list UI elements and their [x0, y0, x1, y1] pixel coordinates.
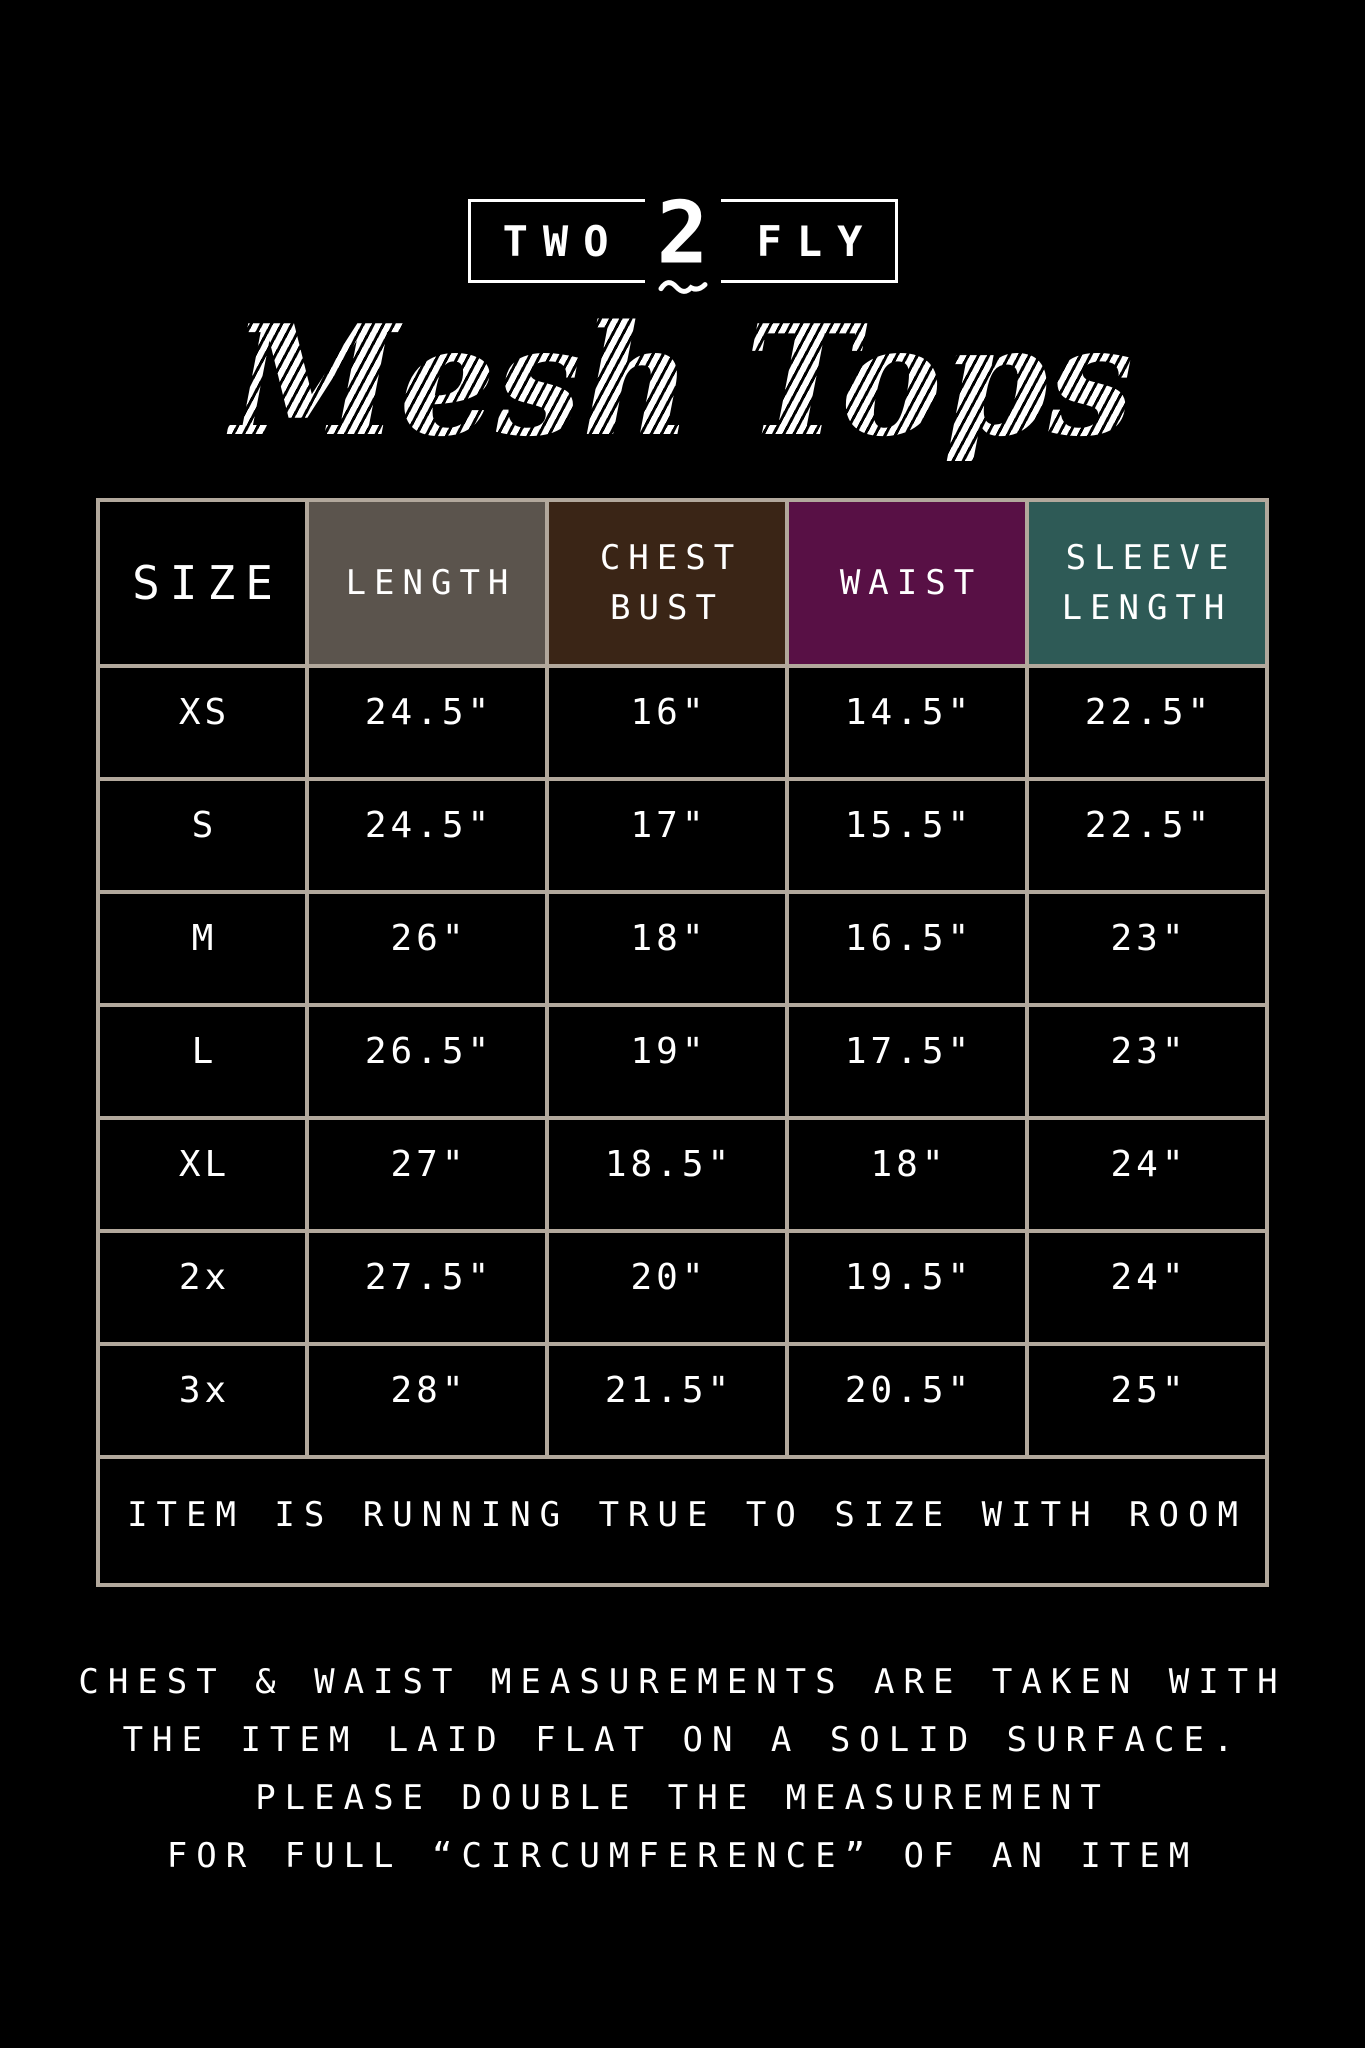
row-l: L 26.5" 19" 17.5" 23" [96, 1002, 1269, 1120]
chest-cell: 20" [545, 1228, 789, 1346]
size-cell: M [96, 889, 309, 1007]
size-cell: 3x [96, 1341, 309, 1459]
length-cell: 27" [305, 1115, 549, 1233]
size-cell: L [96, 1002, 309, 1120]
sleeve-cell: 23" [1025, 1002, 1269, 1120]
waist-cell: 20.5" [785, 1341, 1029, 1459]
waist-cell: 14.5" [785, 663, 1029, 781]
length-cell: 24.5" [305, 776, 549, 894]
chest-cell: 17" [545, 776, 789, 894]
chest-cell: 18" [545, 889, 789, 1007]
row-xl: XL 27" 18.5" 18" 24" [96, 1115, 1269, 1233]
waist-cell: 17.5" [785, 1002, 1029, 1120]
sleeve-cell: 24" [1025, 1228, 1269, 1346]
sleeve-cell: 23" [1025, 889, 1269, 1007]
row-s: S 24.5" 17" 15.5" 22.5" [96, 776, 1269, 894]
header-chest-bust: CHEST BUST [545, 497, 789, 668]
logo-text-two: TWO [502, 216, 624, 266]
header-waist: WAIST [785, 497, 1029, 668]
length-cell: 26.5" [305, 1002, 549, 1120]
chest-cell: 18.5" [545, 1115, 789, 1233]
length-cell: 24.5" [305, 663, 549, 781]
wave-squiggle-icon [658, 280, 707, 295]
length-cell: 28" [305, 1341, 549, 1459]
row-3x: 3x 28" 21.5" 20.5" 25" [96, 1341, 1269, 1459]
sleeve-cell: 22.5" [1025, 663, 1269, 781]
sleeve-cell: 22.5" [1025, 776, 1269, 894]
logo-numeral-2: 2 [656, 183, 709, 284]
sleeve-cell: 24" [1025, 1115, 1269, 1233]
disclaimer-line: THE ITEM LAID FLAT ON A SOLID SURFACE. [122, 1719, 1243, 1760]
disclaimer-line: CHEST & WAIST MEASUREMENTS ARE TAKEN WIT… [78, 1661, 1287, 1702]
chest-cell: 19" [545, 1002, 789, 1120]
size-cell: XS [96, 663, 309, 781]
header-length: LENGTH [305, 497, 549, 668]
row-xs: XS 24.5" 16" 14.5" 22.5" [96, 663, 1269, 781]
row-2x: 2x 27.5" 20" 19.5" 24" [96, 1228, 1269, 1346]
logo-numeral-wrap: 2 [644, 183, 721, 298]
waist-cell: 16.5" [785, 889, 1029, 1007]
length-cell: 27.5" [305, 1228, 549, 1346]
measurement-disclaimer: CHEST & WAIST MEASUREMENTS ARE TAKEN WIT… [0, 1653, 1365, 1885]
waist-cell: 18" [785, 1115, 1029, 1233]
disclaimer-line: FOR FULL “CIRCUMFERENCE” OF AN ITEM [166, 1835, 1199, 1876]
chest-cell: 16" [545, 663, 789, 781]
header-row: SIZE LENGTH CHEST BUST WAIST SLEEVE LENG… [96, 497, 1269, 668]
waist-cell: 19.5" [785, 1228, 1029, 1346]
size-chart-table: SIZE LENGTH CHEST BUST WAIST SLEEVE LENG… [96, 497, 1269, 1587]
chest-cell: 21.5" [545, 1341, 789, 1459]
waist-cell: 15.5" [785, 776, 1029, 894]
row-m: M 26" 18" 16.5" 23" [96, 889, 1269, 1007]
header-size: SIZE [96, 497, 309, 668]
size-cell: XL [96, 1115, 309, 1233]
length-cell: 26" [305, 889, 549, 1007]
disclaimer-line: PLEASE DOUBLE THE MEASUREMENT [255, 1777, 1110, 1818]
size-cell: S [96, 776, 309, 894]
logo-text-fly: FLY [756, 216, 878, 266]
note-row: ITEM IS RUNNING TRUE TO SIZE WITH ROOM [96, 1454, 1269, 1587]
brand-logo: TWO FLY 2 [467, 191, 898, 298]
size-cell: 2x [96, 1228, 309, 1346]
sleeve-cell: 25" [1025, 1341, 1269, 1459]
fit-note: ITEM IS RUNNING TRUE TO SIZE WITH ROOM [96, 1454, 1269, 1587]
header-sleeve-length: SLEEVE LENGTH [1025, 497, 1269, 668]
page-title: Mesh Tops [0, 301, 1365, 461]
